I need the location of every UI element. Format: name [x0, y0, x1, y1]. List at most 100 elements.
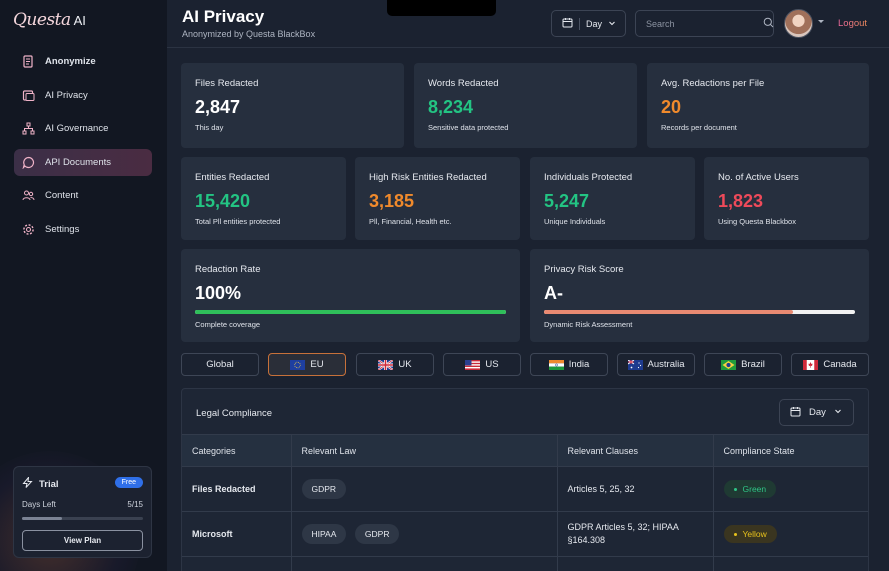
- avatar[interactable]: [784, 9, 813, 38]
- hierarchy-icon: [22, 122, 35, 135]
- redaction-rate-fill: [195, 310, 506, 314]
- sidebar-item-label: API Documents: [45, 156, 111, 168]
- sidebar: Questa AI Anonymize AI Privacy AI Govern…: [0, 0, 167, 571]
- eu-flag-icon: [290, 359, 306, 370]
- tab-brazil[interactable]: Brazil: [704, 353, 782, 376]
- tab-us[interactable]: US: [443, 353, 521, 376]
- card-subtext: Sensitive data protected: [428, 123, 509, 132]
- canada-flag-icon: [803, 359, 819, 370]
- sidebar-item-api-documents[interactable]: API Documents: [14, 148, 152, 176]
- brand-logo[interactable]: Questa AI: [13, 10, 86, 30]
- search-input[interactable]: [646, 18, 763, 29]
- tab-australia[interactable]: Australia: [617, 353, 695, 376]
- sidebar-item-label: Settings: [45, 223, 80, 235]
- australia-flag-icon: [627, 359, 643, 370]
- tab-india[interactable]: India: [530, 353, 608, 376]
- table-row[interactable]: Files Redacted GDPR Articles 5, 25, 32 G…: [182, 466, 868, 512]
- calendar-icon: [562, 17, 573, 30]
- column-header: Categories: [182, 434, 292, 467]
- redaction-rate-card: Redaction Rate 100% Complete coverage: [181, 249, 520, 342]
- brazil-flag-icon: [721, 359, 737, 370]
- individuals-protected-card: Individuals Protected 5,247 Unique Indiv…: [530, 157, 695, 240]
- chat-bubble-icon: [22, 156, 35, 169]
- category-cell: Files Redacted: [182, 466, 292, 512]
- legal-compliance-panel: Legal Compliance Day Categories Relevant…: [181, 388, 869, 571]
- card-subtext: Using Questa Blackbox: [718, 217, 796, 226]
- table-row[interactable]: Microsoft HIPAA GDPR GDPR Articles 5, 32…: [182, 511, 868, 557]
- days-left-row: Days Left 5/15: [22, 500, 143, 509]
- chevron-down-icon: [608, 19, 616, 29]
- card-label: High Risk Entities Redacted: [369, 172, 487, 183]
- card-subtext: Unique Individuals: [544, 217, 606, 226]
- sidebar-item-ai-governance[interactable]: AI Governance: [14, 115, 152, 142]
- separator: [579, 17, 580, 30]
- india-flag-icon: [548, 359, 564, 370]
- table-row[interactable]: [182, 556, 868, 571]
- trial-header: Trial: [22, 475, 59, 491]
- privacy-risk-score-card: Privacy Risk Score A- Dynamic Risk Asses…: [530, 249, 869, 342]
- table-header-row: Categories Relevant Law Relevant Clauses…: [182, 434, 868, 467]
- card-value: 8,234: [428, 97, 474, 117]
- sidebar-item-ai-privacy[interactable]: AI Privacy: [14, 82, 152, 109]
- top-header: AI Privacy Anonymized by Questa BlackBox…: [167, 0, 889, 48]
- card-value: 2,847: [195, 97, 241, 117]
- sidebar-item-label: AI Privacy: [45, 89, 88, 101]
- compliance-period-select[interactable]: Day: [779, 399, 854, 426]
- caret-down-icon[interactable]: [818, 20, 824, 23]
- card-value: 3,185: [369, 191, 415, 211]
- state-cell: Green: [713, 466, 868, 512]
- search-icon[interactable]: [763, 15, 774, 33]
- risk-score-fill: [544, 310, 793, 314]
- days-left-label: Days Left: [22, 500, 56, 509]
- status-dot: [733, 487, 737, 491]
- card-value: 100%: [195, 283, 242, 303]
- redaction-rate-bar: [195, 310, 506, 314]
- shield-page-icon: [22, 89, 35, 102]
- tab-uk[interactable]: UK: [356, 353, 434, 376]
- active-users-card: No. of Active Users 1,823 Using Questa B…: [704, 157, 869, 240]
- law-chip: GDPR: [301, 479, 347, 499]
- tab-global[interactable]: Global: [181, 353, 259, 376]
- tab-canada[interactable]: Canada: [791, 353, 869, 376]
- words-redacted-card: Words Redacted 8,234 Sensitive data prot…: [414, 63, 637, 148]
- compliance-table: Categories Relevant Law Relevant Clauses…: [182, 434, 868, 571]
- sidebar-item-anonymize[interactable]: Anonymize: [14, 48, 152, 75]
- free-badge: Free: [114, 477, 143, 488]
- card-subtext: Dynamic Risk Assessment: [544, 320, 633, 329]
- risk-score-bar: [544, 310, 855, 314]
- card-label: Redaction Rate: [195, 264, 261, 275]
- card-subtext: Total Pll entities protected: [195, 217, 281, 226]
- sidebar-item-content[interactable]: Content: [14, 182, 152, 209]
- tab-eu[interactable]: EU: [268, 353, 346, 376]
- lightning-icon: [22, 475, 33, 491]
- status-label: Yellow: [742, 529, 767, 539]
- status-badge: Yellow: [723, 525, 777, 543]
- logout-link[interactable]: Logout: [838, 18, 868, 29]
- document-icon: [22, 55, 35, 68]
- gear-icon: [22, 223, 35, 236]
- sidebar-nav: Anonymize AI Privacy AI Governance API D…: [14, 48, 152, 250]
- period-value: Day: [586, 18, 603, 29]
- sidebar-item-label: AI Governance: [45, 123, 109, 135]
- column-header: Relevant Law: [291, 434, 558, 467]
- page-title: AI Privacy: [182, 7, 265, 26]
- trial-card: Trial Free Days Left 5/15 View Plan: [13, 466, 152, 558]
- period-select[interactable]: Day: [551, 10, 626, 37]
- category-cell: Microsoft: [182, 511, 292, 557]
- files-redacted-card: Files Redacted 2,847 This day: [181, 63, 404, 148]
- sidebar-item-label: Content: [45, 190, 79, 202]
- card-label: Entities Redacted: [195, 172, 270, 183]
- status-dot: [733, 532, 737, 536]
- card-label: Words Redacted: [428, 78, 499, 89]
- column-header: Compliance State: [713, 434, 868, 467]
- calendar-icon: [790, 406, 801, 420]
- search-box[interactable]: [635, 10, 774, 37]
- trial-progress-bar: [22, 517, 143, 520]
- card-label: Privacy Risk Score: [544, 264, 624, 275]
- trial-progress-fill: [22, 517, 62, 520]
- law-cell: HIPAA GDPR: [291, 511, 558, 557]
- sidebar-item-settings[interactable]: Settings: [14, 216, 152, 243]
- column-header: Relevant Clauses: [557, 434, 714, 467]
- law-chip: GDPR: [354, 524, 400, 544]
- view-plan-button[interactable]: View Plan: [22, 530, 143, 551]
